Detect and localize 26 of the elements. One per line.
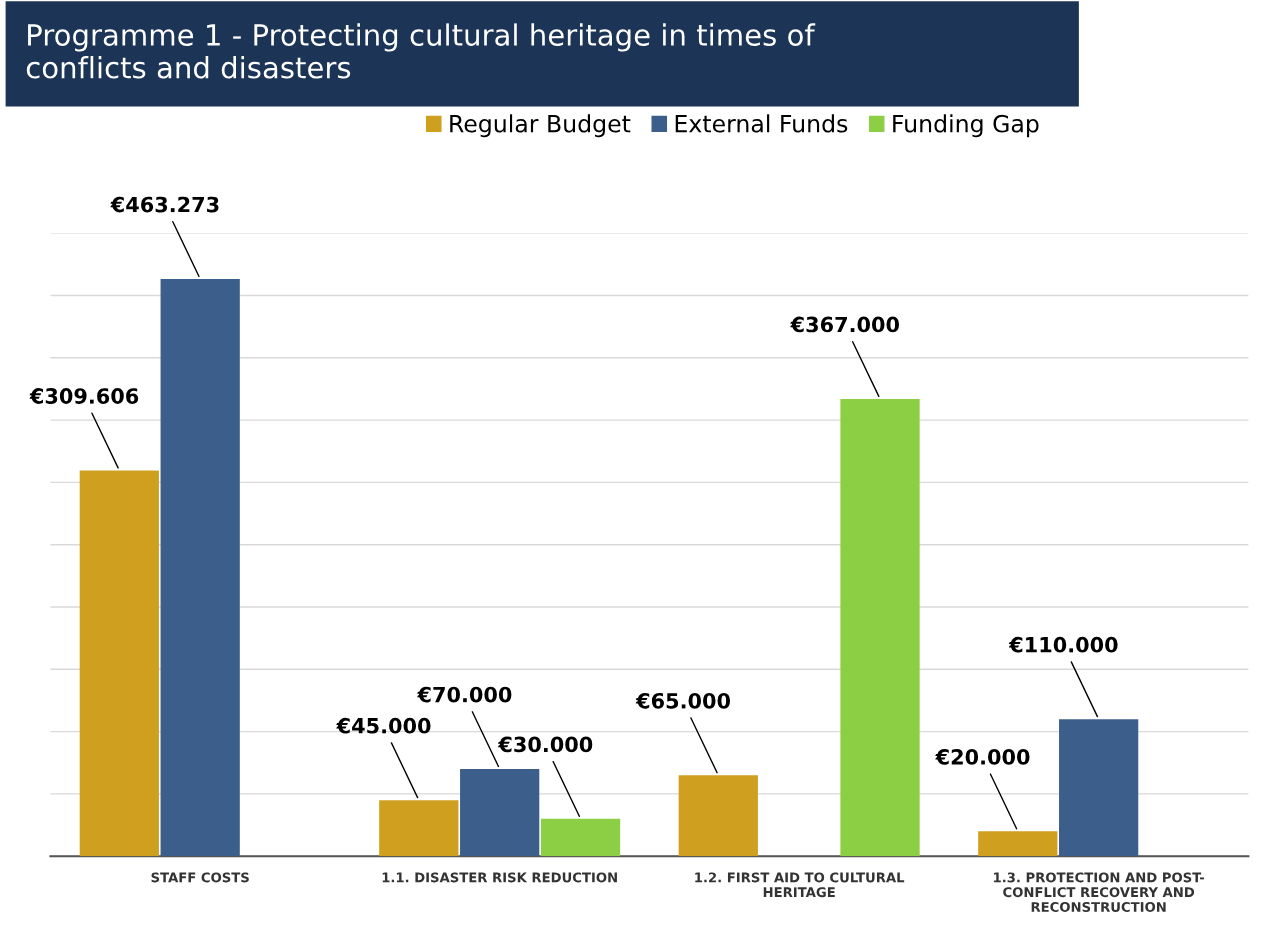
legend-label: External Funds: [675, 114, 848, 133]
legend-label: Funding Gap: [893, 114, 1039, 138]
x-tick-label: 1.1. DISASTER RISK REDUCTION: [382, 872, 617, 883]
bar: [160, 278, 240, 857]
data-label: €110.000: [1008, 636, 1118, 653]
data-label: €65.000: [635, 692, 731, 709]
data-label: €70.000: [417, 686, 512, 703]
bar: [460, 768, 540, 857]
chart-title: Programme 1 - Protecting cultural heritage in times of conflicts and disasters: [26, 23, 816, 79]
data-label: €20.000: [935, 748, 1030, 765]
legend-label: Regular Budget: [450, 114, 631, 138]
x-tick-label: STAFF COSTS: [151, 872, 249, 883]
bar: [379, 800, 459, 857]
x-tick-label: 1.2. FIRST AID TO CULTURAL HERITAGE: [695, 872, 905, 898]
bar: [678, 775, 758, 857]
bar: [840, 398, 920, 857]
bar: [978, 831, 1058, 857]
data-label: €367.000: [790, 316, 899, 333]
data-label: €30.000: [497, 736, 593, 753]
data-label: €309.606: [29, 388, 139, 404]
bar: [79, 470, 159, 857]
bar: [1059, 719, 1139, 857]
x-tick-label: 1.3. PROTECTION AND POST- CONFLICT RECOVERY AND RECONSTRUCTION: [994, 872, 1205, 912]
data-label: €45.000: [336, 717, 431, 734]
data-label: €463.273: [110, 196, 219, 213]
bar: [540, 818, 621, 857]
